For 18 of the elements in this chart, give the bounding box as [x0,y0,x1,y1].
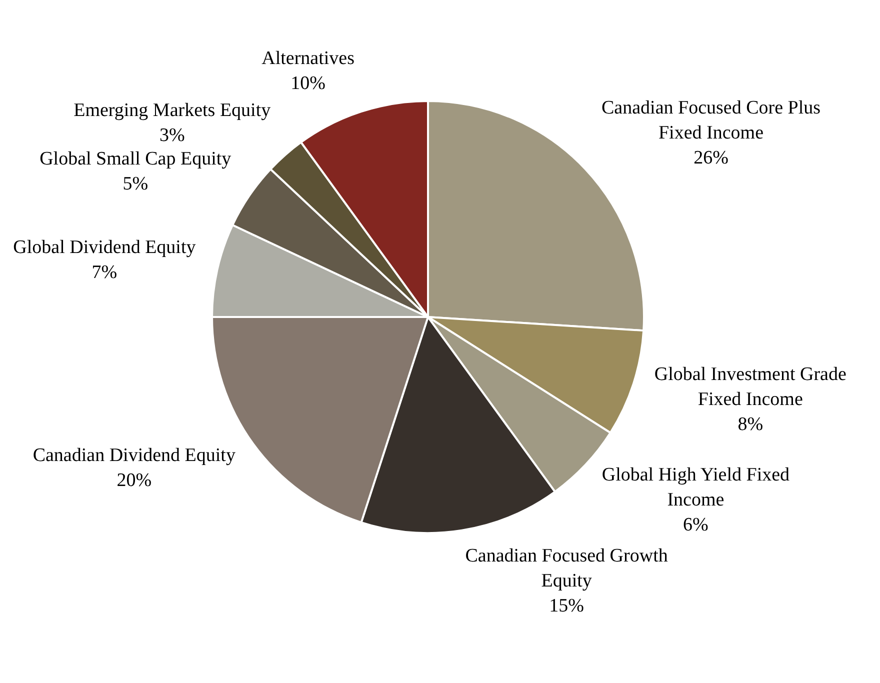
slice-label: Canadian Dividend Equity [32,445,236,466]
data-label: 10% [290,73,326,94]
data-label: 8% [738,414,764,435]
data-label: 3% [159,124,185,146]
slice-label: Global Small Cap Equity [40,148,232,170]
slice-label: Global High Yield Fixed Income [602,464,790,510]
data-label: 5% [122,173,148,194]
data-label: 6% [683,514,709,536]
data-label: 20% [116,470,152,492]
slice-label: Global Investment Grade Fixed Income [654,364,846,410]
slice-label: Global Dividend Equity [13,237,196,258]
slice-label: Emerging Markets Equity [74,100,272,121]
slice-label: Canadian Focused Core Plus Fixed Income [601,98,821,144]
data-label: 15% [549,596,584,617]
data-label: 26% [694,148,729,169]
slice-label: Alternatives [262,48,354,70]
data-label: 7% [92,262,118,284]
slice-label: Canadian Focused Growth Equity [465,546,668,592]
